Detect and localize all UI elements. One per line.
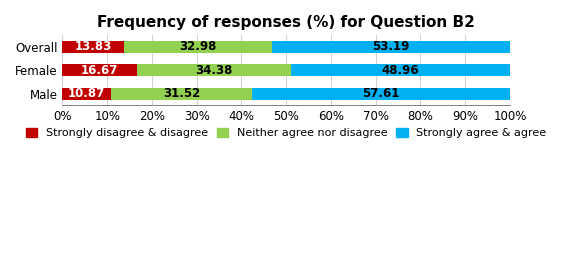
Bar bbox=[62, 88, 111, 100]
Text: 53.19: 53.19 bbox=[372, 41, 410, 53]
Text: 10.87: 10.87 bbox=[68, 87, 105, 100]
Bar bbox=[62, 64, 137, 76]
Text: 48.96: 48.96 bbox=[381, 64, 419, 77]
Text: 16.67: 16.67 bbox=[81, 64, 118, 77]
Bar bbox=[62, 41, 125, 53]
Title: Frequency of responses (%) for Question B2: Frequency of responses (%) for Question … bbox=[97, 15, 475, 30]
Legend: Strongly disagree & disagree, Neither agree nor disagree, Strongly agree & agree: Strongly disagree & disagree, Neither ag… bbox=[26, 128, 547, 138]
Bar bbox=[137, 64, 291, 76]
Text: 13.83: 13.83 bbox=[75, 41, 112, 53]
Bar bbox=[252, 88, 510, 100]
Bar bbox=[111, 88, 252, 100]
Text: 57.61: 57.61 bbox=[362, 87, 400, 100]
Text: 34.38: 34.38 bbox=[195, 64, 233, 77]
Bar bbox=[272, 41, 510, 53]
Text: 31.52: 31.52 bbox=[163, 87, 200, 100]
Bar bbox=[125, 41, 272, 53]
Text: 32.98: 32.98 bbox=[179, 41, 217, 53]
Bar bbox=[291, 64, 510, 76]
